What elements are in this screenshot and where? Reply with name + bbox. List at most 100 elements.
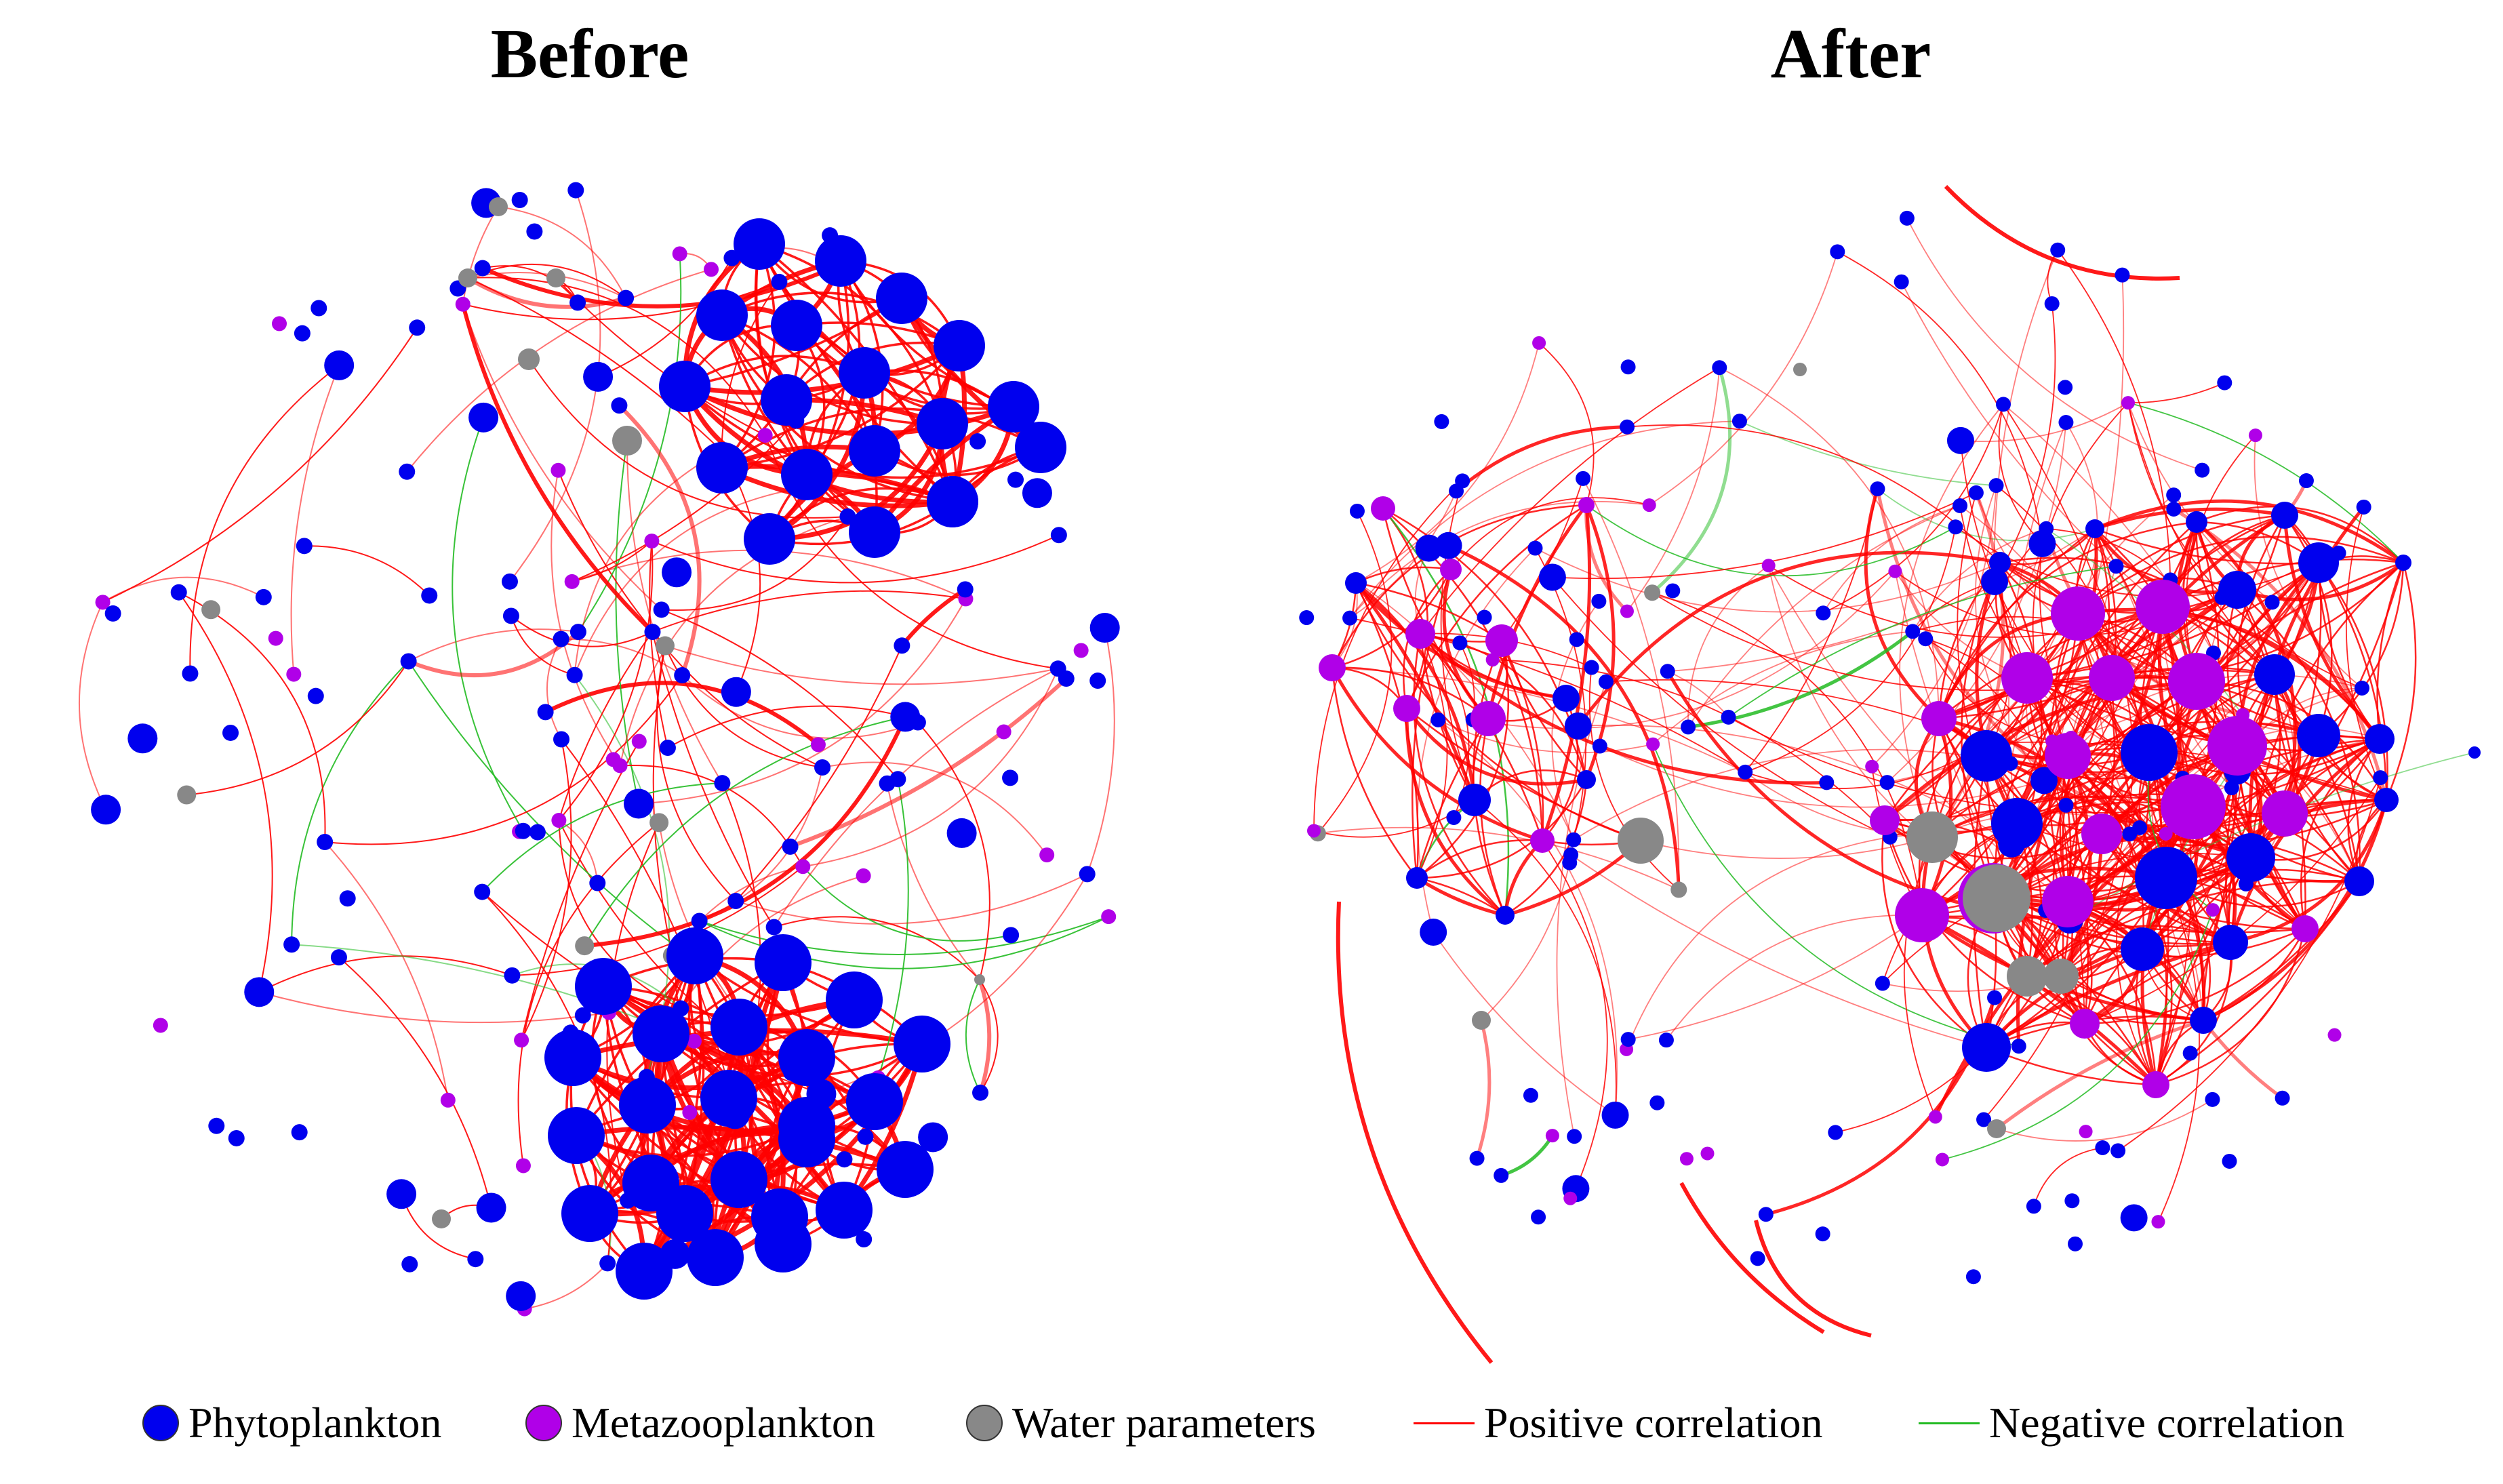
positive-correlation-edge [1413,633,1506,916]
metazooplankton-node [2079,1125,2093,1139]
positive-correlation-edge [1925,638,2053,742]
phytoplankton-node [1569,632,1584,647]
metazooplankton-node [1700,1146,1715,1161]
positive-correlation-edge [498,206,626,299]
negative-correlation-swatch [1919,1422,1980,1424]
positive-correlation-edge [2127,403,2363,689]
positive-correlation-edge [1416,633,1448,879]
positive-correlation-edge [2094,507,2285,531]
negative-correlation-edge [2127,402,2404,563]
phytoplankton-node [1015,422,1066,473]
positive-correlation-edge [2300,738,2380,929]
positive-correlation-edge [1355,580,1575,841]
positive-correlation-edge [2283,515,2333,736]
positive-correlation-edge [683,1100,875,1215]
phytoplankton-node [721,677,751,707]
phytoplankton-node [2110,1143,2126,1159]
phytoplankton-node [856,1231,873,1248]
metazooplankton-node [686,1033,702,1049]
positive-correlation-edge [1882,852,2251,984]
phytoplankton-node [1989,552,2011,574]
positive-correlation-edge [649,540,668,748]
positive-correlation-edge [1481,839,1575,1021]
metazooplankton-node [1319,654,1346,681]
positive-correlation-edge [651,534,1060,584]
positive-correlation-edge [2237,515,2286,814]
metazooplankton-node [2142,1071,2169,1098]
phytoplankton-node [2068,1236,2083,1251]
phytoplankton-node [1598,674,1614,689]
positive-correlation-edge [2116,827,2157,1085]
positive-correlation-edge [1912,630,2069,902]
positive-correlation-edge [822,761,1047,856]
phytoplankton-node [1007,471,1024,488]
phytoplankton-node [765,919,782,936]
positive-correlation-edge [2249,562,2404,858]
positive-correlation-edge [1983,766,2135,1121]
phytoplankton-node [1816,605,1831,621]
phytoplankton-node [1458,784,1491,816]
positive-correlation-edge [2376,562,2405,740]
metazooplankton-node [1642,498,1656,513]
metazooplankton-node [2001,652,2053,704]
positive-correlation-edge [102,576,264,603]
positive-correlation-edge [2084,928,2306,1025]
positive-correlation-edge [186,660,409,796]
phytoplankton-node [2122,826,2138,842]
phytoplankton-node [839,347,890,399]
phytoplankton-node [1965,1269,1981,1285]
phytoplankton-node [401,1256,418,1272]
water-parameter-node [1472,1011,1491,1030]
phytoplankton-node [877,1141,934,1198]
metazooplankton-node [1371,496,1395,521]
positive-correlation-edge [2318,562,2405,736]
positive-correlation-edge [2003,403,2150,770]
positive-correlation-edge [1355,566,1451,584]
positive-correlation-edge [1416,779,1588,879]
phytoplankton-node [2166,501,2182,517]
positive-correlation-edge [795,324,878,533]
phytoplankton-node [988,381,1039,433]
metazooplankton-node [2159,826,2173,841]
positive-correlation-edge [558,631,654,821]
phytoplankton-node [1446,809,1462,825]
positive-correlation-edge [1626,367,1721,612]
positive-correlation-edge [721,292,961,347]
phytoplankton-node [2205,1091,2220,1107]
positive-correlation-edge [558,820,681,1009]
phytoplankton-node [1620,1032,1636,1047]
phytoplankton-node [1566,832,1582,847]
phytoplankton-node [1022,478,1052,508]
positive-correlation-edge [482,265,578,304]
positive-correlation-edge [2283,562,2405,814]
positive-correlation-edge [2039,543,2167,835]
positive-correlation-edge [1995,1018,2204,1130]
phytoplankton-node [755,1216,812,1272]
positive-correlation-edge [1538,342,1595,506]
phytoplankton-node [400,653,417,670]
metazooplankton-node [672,246,687,262]
positive-correlation-edge [2254,737,2360,882]
water-parameters-swatch [966,1405,1003,1441]
phytoplankton-node [744,513,795,565]
negative-correlation-edge [1651,367,1732,595]
metazooplankton-node [272,316,287,332]
positive-correlation-edge [735,645,903,902]
positive-correlation-edge [1440,481,1475,801]
positive-correlation-edge [1959,505,2131,835]
positive-correlation-edge [768,487,953,540]
positive-correlation-edge [1331,667,1418,879]
phytoplankton-node [399,463,416,480]
metazooplankton-node [440,1092,456,1108]
phytoplankton-node [2121,927,2164,971]
positive-correlation-edge [2094,527,2319,565]
phytoplankton-node [917,398,968,449]
phytoplankton-node [2135,847,2197,909]
phytoplankton-node [644,624,661,641]
phytoplankton-node [1899,210,1915,226]
positive-correlation-edge [1355,342,1540,584]
phytoplankton-node [700,1070,757,1127]
phytoplankton-node [567,182,584,199]
phytoplankton-node [91,795,121,825]
positive-correlation-edge [638,598,967,805]
